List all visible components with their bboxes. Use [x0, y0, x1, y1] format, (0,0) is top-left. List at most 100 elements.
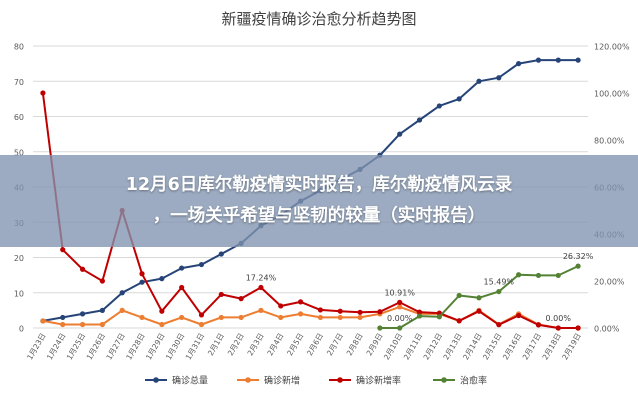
data-point [357, 314, 363, 321]
data-point [198, 261, 205, 268]
x-tick-label: 1月31日 [184, 332, 206, 362]
data-label: 10.91% [384, 288, 415, 297]
data-point [555, 325, 561, 331]
x-tick-label: 2月4日 [265, 332, 285, 358]
legend-item: 治愈率 [433, 375, 487, 387]
data-point [79, 321, 86, 328]
data-point [535, 322, 542, 328]
data-point [377, 309, 383, 315]
data-label: 0.00% [387, 314, 413, 323]
data-point [159, 276, 165, 282]
data-point [40, 318, 46, 324]
right-tick-label: 80.00% [594, 137, 625, 146]
left-tick-label: 20 [14, 254, 24, 263]
data-point [476, 308, 482, 314]
data-point [516, 272, 522, 278]
data-point [397, 131, 403, 137]
headline-line-2: ，一场关乎希望与坚韧的较量（实时报告） [152, 206, 486, 226]
data-point [119, 307, 125, 313]
data-point [377, 325, 383, 331]
data-point [79, 266, 86, 272]
data-point [535, 57, 542, 63]
left-tick-label: 80 [14, 43, 24, 52]
data-point [60, 247, 66, 253]
series-4 [377, 263, 581, 331]
left-tick-label: 60 [14, 113, 24, 122]
legend-item: 确诊新增 [237, 375, 300, 387]
data-point [179, 265, 185, 271]
x-tick-label: 2月3日 [246, 332, 266, 358]
data-point [139, 271, 145, 277]
data-point [575, 325, 581, 331]
data-point [40, 90, 46, 96]
right-tick-label: 100.00% [594, 90, 630, 99]
data-point [516, 61, 522, 67]
x-tick-label: 2月8日 [345, 332, 365, 358]
data-point [297, 299, 304, 305]
data-point [218, 314, 224, 321]
data-label: 15.49% [484, 278, 515, 287]
right-tick-label: 20.00% [594, 278, 625, 287]
data-point [397, 299, 403, 305]
data-point [139, 314, 145, 321]
data-point [416, 117, 423, 123]
data-point [496, 75, 502, 81]
data-point [179, 284, 185, 291]
legend-label: 治愈率 [460, 375, 487, 387]
data-point [456, 318, 462, 324]
data-point [278, 303, 284, 309]
data-point [357, 309, 363, 315]
data-point [397, 325, 403, 331]
data-point [278, 314, 284, 321]
data-point [535, 272, 542, 279]
data-point [456, 292, 462, 299]
left-tick-label: 70 [14, 78, 24, 87]
data-point [317, 314, 324, 321]
legend-label: 确诊总量 [172, 375, 208, 387]
data-point [99, 307, 105, 313]
headline-line-1: 12月6日库尔勒疫情实时报告，库尔勒疫情风云录 [125, 175, 513, 195]
data-point [258, 284, 264, 291]
data-point [159, 308, 165, 314]
annotations: 17.24% 10.91% 0.00% 15.49% 0.00% 26.32% [246, 252, 594, 323]
data-point [337, 314, 343, 321]
data-point [258, 307, 264, 313]
data-point [555, 272, 561, 279]
data-point [238, 314, 244, 321]
data-point [60, 314, 66, 321]
x-tick-label: 2月5日 [285, 332, 305, 358]
data-point [436, 103, 442, 109]
data-point [99, 278, 105, 284]
legend-marker [153, 377, 159, 383]
data-label: 26.32% [563, 252, 594, 261]
headline-banner [0, 155, 638, 247]
data-point [456, 96, 462, 102]
data-point [397, 304, 403, 310]
data-point [139, 279, 145, 285]
data-point [60, 321, 66, 328]
data-point [555, 57, 561, 63]
data-point [218, 291, 224, 298]
data-point [179, 314, 185, 321]
x-tick-label: 2月2日 [226, 332, 246, 358]
data-point [218, 251, 224, 257]
legend: 确诊总量 确诊新增 确诊新增率 治愈率 [145, 375, 487, 387]
x-tick-label: 2月9日 [365, 332, 385, 358]
left-tick-label: 10 [14, 289, 24, 298]
data-point [416, 309, 423, 315]
data-point [496, 288, 502, 295]
data-point [337, 308, 343, 314]
data-point [198, 321, 205, 328]
data-label: 0.00% [546, 314, 572, 323]
data-point [496, 322, 502, 328]
chart-title: 新疆疫情确诊治愈分析趋势图 [221, 10, 416, 28]
data-point [119, 290, 125, 296]
left-tick-label: 50 [14, 148, 24, 157]
legend-item: 确诊总量 [145, 375, 208, 387]
legend-marker [441, 377, 447, 383]
legend-marker [337, 377, 343, 383]
data-point [516, 312, 522, 319]
legend-label: 确诊新增 [264, 375, 300, 387]
data-point [575, 263, 581, 269]
data-point [317, 307, 324, 313]
